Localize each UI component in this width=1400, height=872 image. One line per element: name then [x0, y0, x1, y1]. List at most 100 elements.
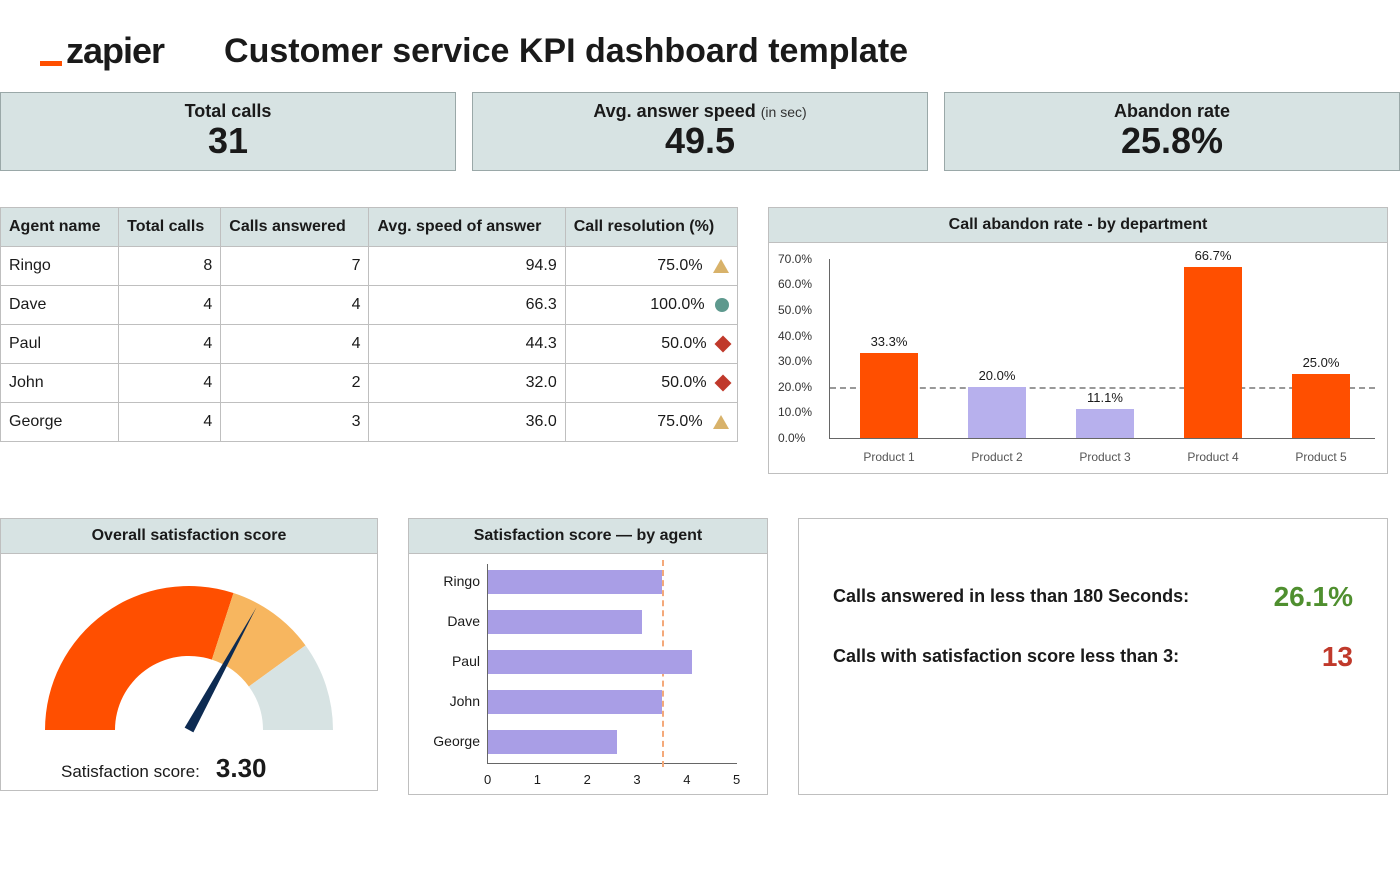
chart-y-label: 20.0% — [778, 380, 812, 394]
chart-y-label: 50.0% — [778, 303, 812, 317]
table-row: Paul4444.350.0% — [1, 324, 738, 363]
agent-speed: 36.0 — [369, 402, 565, 441]
chart-bar — [488, 610, 642, 634]
chart-y-label: 10.0% — [778, 405, 812, 419]
chart-row: George — [488, 730, 737, 754]
chart-x-label: 5 — [733, 772, 740, 787]
gauge-footer: Satisfaction score: 3.30 — [1, 747, 377, 790]
gauge-title: Overall satisfaction score — [1, 519, 377, 554]
header: zapier Customer service KPI dashboard te… — [0, 0, 1400, 82]
chart-bar — [1076, 409, 1134, 437]
agent-answered: 7 — [221, 246, 369, 285]
agent-total: 8 — [119, 246, 221, 285]
stat-line-2-label: Calls with satisfaction score less than … — [833, 646, 1179, 667]
chart-x-label: Product 2 — [952, 450, 1042, 464]
triangle-icon — [713, 259, 729, 273]
chart-bar — [488, 650, 692, 674]
table-header: Agent name — [1, 207, 119, 246]
agent-table-panel: Agent nameTotal callsCalls answeredAvg. … — [0, 207, 738, 474]
logo: zapier — [40, 30, 164, 72]
row-gauge-satbar-stats: Overall satisfaction score Satisfaction … — [0, 474, 1400, 795]
agent-total: 4 — [119, 285, 221, 324]
agent-table: Agent nameTotal callsCalls answeredAvg. … — [0, 207, 738, 442]
agent-name: George — [1, 402, 119, 441]
circle-icon — [715, 298, 729, 312]
logo-mark — [40, 61, 62, 66]
diamond-icon — [715, 374, 732, 391]
chart-x-label: Product 3 — [1060, 450, 1150, 464]
table-header: Call resolution (%) — [565, 207, 737, 246]
chart-y-label: 60.0% — [778, 277, 812, 291]
chart-y-label: 0.0% — [778, 431, 805, 445]
kpi-card: Avg. answer speed (in sec)49.5 — [472, 92, 928, 171]
chart-y-label: John — [424, 693, 480, 709]
agent-resolution: 100.0% — [565, 285, 737, 324]
kpi-value: 25.8% — [945, 122, 1399, 160]
chart-bar-label: 25.0% — [1276, 355, 1366, 370]
chart-x-label: 4 — [683, 772, 690, 787]
table-row: Ringo8794.975.0% — [1, 246, 738, 285]
agent-name: Dave — [1, 285, 119, 324]
stat-line-1-label: Calls answered in less than 180 Seconds: — [833, 586, 1189, 607]
satisfaction-by-agent-panel: Satisfaction score — by agent RingoDaveP… — [408, 518, 768, 795]
logo-text: zapier — [66, 30, 164, 72]
agent-answered: 3 — [221, 402, 369, 441]
chart-row: Paul — [488, 650, 737, 674]
chart-row: Ringo — [488, 570, 737, 594]
chart-x-label: Product 1 — [844, 450, 934, 464]
agent-total: 4 — [119, 402, 221, 441]
chart-y-label: 30.0% — [778, 354, 812, 368]
chart-bar — [488, 730, 617, 754]
chart-bar-label: 11.1% — [1060, 390, 1150, 405]
agent-speed: 32.0 — [369, 363, 565, 402]
chart-x-label: 1 — [534, 772, 541, 787]
chart-bar-label: 33.3% — [844, 334, 934, 349]
triangle-icon — [713, 415, 729, 429]
kpi-label: Abandon rate — [945, 101, 1399, 122]
agent-speed: 44.3 — [369, 324, 565, 363]
chart-row: Dave — [488, 610, 737, 634]
chart-x-label: 0 — [484, 772, 491, 787]
kpi-card: Abandon rate25.8% — [944, 92, 1400, 171]
chart-y-label: George — [424, 733, 480, 749]
chart-bar-label: 20.0% — [952, 368, 1042, 383]
agent-answered: 4 — [221, 324, 369, 363]
stat-line-2-value: 13 — [1322, 641, 1353, 673]
chart-y-label: Ringo — [424, 573, 480, 589]
chart-bar — [488, 570, 662, 594]
chart-y-label: 70.0% — [778, 252, 812, 266]
gauge-chart — [11, 568, 367, 738]
chart-bar — [488, 690, 662, 714]
diamond-icon — [715, 335, 732, 352]
agent-resolution: 75.0% — [565, 246, 737, 285]
agent-speed: 94.9 — [369, 246, 565, 285]
table-row: George4336.075.0% — [1, 402, 738, 441]
chart-x-label: Product 5 — [1276, 450, 1366, 464]
stats-panel: Calls answered in less than 180 Seconds:… — [798, 518, 1388, 795]
stat-line-2: Calls with satisfaction score less than … — [833, 641, 1353, 673]
agent-speed: 66.3 — [369, 285, 565, 324]
agent-name: Ringo — [1, 246, 119, 285]
satisfaction-by-agent-plot: RingoDavePaulJohnGeorge012345 — [487, 564, 737, 764]
table-header: Calls answered — [221, 207, 369, 246]
chart-row: John — [488, 690, 737, 714]
dept-chart-title: Call abandon rate - by department — [769, 208, 1387, 243]
table-header: Total calls — [119, 207, 221, 246]
gauge-footer-label: Satisfaction score: — [61, 762, 200, 782]
stat-line-1: Calls answered in less than 180 Seconds:… — [833, 581, 1353, 613]
agent-answered: 2 — [221, 363, 369, 402]
page-title: Customer service KPI dashboard template — [224, 32, 908, 71]
row-table-and-dept-chart: Agent nameTotal callsCalls answeredAvg. … — [0, 171, 1400, 474]
table-header: Avg. speed of answer — [369, 207, 565, 246]
gauge-score: 3.30 — [216, 753, 267, 784]
chart-bar — [860, 353, 918, 438]
table-row: Dave4466.3100.0% — [1, 285, 738, 324]
dept-chart-plot: 0.0%10.0%20.0%30.0%40.0%50.0%60.0%70.0%3… — [829, 259, 1375, 439]
chart-y-label: Paul — [424, 653, 480, 669]
agent-total: 4 — [119, 363, 221, 402]
table-row: John4232.050.0% — [1, 363, 738, 402]
chart-y-label: Dave — [424, 613, 480, 629]
kpi-label: Avg. answer speed (in sec) — [473, 101, 927, 122]
agent-total: 4 — [119, 324, 221, 363]
agent-resolution: 75.0% — [565, 402, 737, 441]
